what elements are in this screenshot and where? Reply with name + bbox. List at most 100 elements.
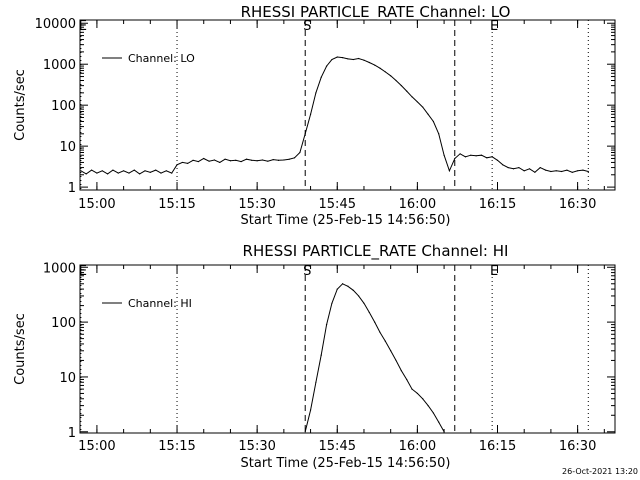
data-point (379, 331, 381, 333)
data-point (454, 157, 456, 160)
data-point (395, 79, 397, 82)
data-point (512, 168, 515, 170)
x-tick-label: 16:15 (479, 439, 516, 454)
y-axis-label: Counts/sec (13, 69, 28, 141)
data-point (475, 155, 477, 157)
data-point (123, 170, 125, 172)
y-tick-label: 1 (68, 426, 76, 441)
data-point (315, 92, 317, 94)
y-tick-label: 10000 (35, 17, 76, 32)
data-point (342, 56, 344, 59)
data-point (422, 106, 424, 108)
annotation-label: S (303, 264, 311, 279)
x-tick-label: 16:30 (559, 197, 596, 212)
data-point (448, 170, 451, 172)
y-axis-label: Counts/sec (13, 313, 28, 385)
data-point (208, 160, 210, 162)
data-point (438, 421, 440, 423)
data-point (427, 405, 429, 407)
x-axis-label: Start Time (25-Feb-15 14:56:50) (241, 213, 451, 228)
data-point (325, 324, 328, 326)
data-point (491, 156, 493, 158)
data-point (213, 159, 216, 161)
data-point (101, 170, 103, 172)
data-point (309, 113, 312, 115)
y-tick-label: 1 (68, 181, 76, 196)
data-point (368, 311, 370, 314)
x-tick-label: 15:30 (238, 439, 275, 454)
data-point (251, 159, 253, 161)
data-point (347, 285, 349, 287)
panel-lo: RHESSI PARTICLE_RATE Channel: LO 1 10 100 10… (13, 3, 616, 228)
data-point (85, 173, 87, 175)
data-point (587, 170, 589, 173)
data-point (342, 283, 344, 285)
data-point (374, 321, 376, 323)
chart-title: RHESSI PARTICLE_RATE Channel: LO (241, 3, 511, 22)
data-point (315, 381, 317, 383)
data-point (80, 170, 82, 172)
data-point (229, 160, 232, 162)
data-point (358, 295, 360, 297)
data-point (470, 154, 472, 156)
data-point (374, 64, 376, 66)
legend-label: Channel: LO (128, 52, 195, 65)
data-point (106, 173, 109, 175)
timestamp-label: 26-Oct-2021 13:20 (562, 467, 638, 476)
data-point (139, 173, 141, 175)
data-point (240, 160, 242, 163)
data-point (261, 159, 264, 161)
data-point (277, 159, 280, 161)
data-point (544, 169, 547, 171)
data-point (235, 159, 237, 161)
data-point (320, 76, 322, 78)
data-point (245, 158, 248, 160)
data-point (299, 151, 301, 154)
x-tick-label: 15:15 (158, 197, 195, 212)
panel-hi: RHESSI PARTICLE_RATE Channel: HI 1 10 100 10… (13, 242, 616, 471)
data-point (438, 133, 440, 135)
data-point (144, 170, 146, 172)
data-point (443, 154, 445, 156)
data-point (411, 388, 413, 390)
x-tick-label: 15:45 (319, 439, 356, 454)
x-tick-label: 16:00 (399, 197, 436, 212)
data-point (496, 159, 499, 161)
data-point (566, 169, 568, 171)
data-point (331, 302, 333, 304)
data-point (267, 160, 269, 162)
data-point (363, 59, 365, 61)
data-point (459, 153, 461, 155)
y-tick-label: 1000 (43, 58, 76, 73)
data-point (416, 101, 418, 103)
data-point (224, 158, 226, 160)
data-point (112, 169, 114, 171)
annotation-label: E (490, 19, 498, 34)
data-point (176, 164, 178, 166)
data-point (395, 359, 397, 362)
x-tick-label: 16:00 (399, 439, 436, 454)
data-point (128, 172, 130, 174)
annotation-label: E (79, 264, 87, 279)
data-point (528, 168, 531, 170)
data-point (219, 161, 221, 164)
chart-title: RHESSI PARTICLE_RATE Channel: HI (243, 242, 509, 261)
data-point (384, 71, 386, 73)
data-point (203, 157, 205, 160)
y-tick-label: 100 (51, 99, 76, 114)
x-axis-label: Start Time (25-Feb-15 14:56:50) (241, 456, 451, 471)
x-tick-label: 15:30 (238, 197, 275, 212)
data-point (171, 172, 173, 174)
data-point (272, 158, 274, 161)
data-point (464, 156, 467, 158)
data-point (283, 159, 285, 161)
data-point (384, 340, 386, 342)
data-point (331, 58, 333, 61)
data-point (304, 431, 306, 433)
data-point (571, 171, 573, 173)
annotation-label: E (490, 264, 498, 279)
data-point (560, 170, 563, 173)
data-point (577, 170, 579, 172)
data-point (507, 166, 509, 169)
